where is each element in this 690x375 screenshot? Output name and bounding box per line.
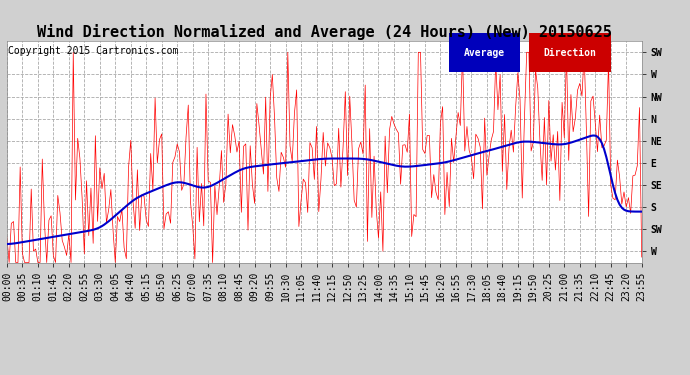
- Text: Copyright 2015 Cartronics.com: Copyright 2015 Cartronics.com: [8, 46, 178, 56]
- Text: Average: Average: [464, 48, 505, 58]
- Title: Wind Direction Normalized and Average (24 Hours) (New) 20150625: Wind Direction Normalized and Average (2…: [37, 24, 612, 40]
- Text: Direction: Direction: [543, 48, 596, 58]
